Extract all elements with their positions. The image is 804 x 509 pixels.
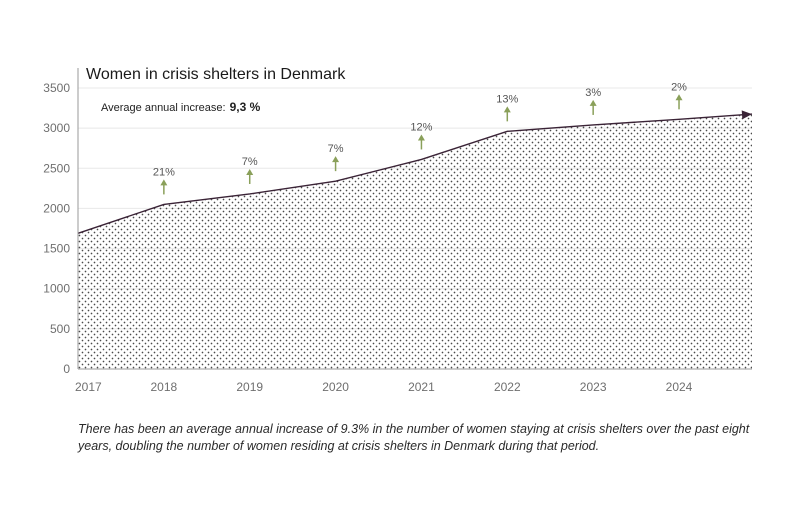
y-tick-label: 500 — [50, 322, 70, 336]
axes: 0 500 1000 1500 2000 2500 3000 3500 2017 2018 2019… — [43, 68, 752, 394]
chart-caption: There has been an average annual increas… — [78, 422, 750, 453]
series-line — [77, 113, 753, 234]
y-tick-label: 2500 — [43, 161, 70, 175]
growth-arrow-icon — [246, 168, 254, 175]
growth-label: 7% — [242, 156, 258, 168]
average-increase-value: 9,3 % — [230, 100, 261, 114]
x-tick-label: 2020 — [322, 380, 349, 394]
area-layer — [77, 110, 753, 369]
area-fill — [78, 114, 752, 369]
average-increase-annotation: Average annual increase: 9,3 % — [101, 100, 261, 114]
growth-label: 21% — [153, 166, 175, 178]
y-tick-label: 3000 — [43, 121, 70, 135]
x-tick-label: 2017 — [75, 380, 102, 394]
x-tick-label: 2022 — [494, 380, 521, 394]
y-tick-label: 3500 — [43, 81, 70, 95]
growth-arrow-icon — [417, 134, 425, 141]
y-tick-label: 1000 — [43, 282, 70, 296]
growth-arrow-icon — [332, 156, 340, 163]
y-tick-label: 2000 — [43, 201, 70, 215]
x-tick-label: 2024 — [666, 380, 693, 394]
growth-labels: 21% 7% 7% 12% 13% 3% 2% — [153, 81, 687, 195]
x-tick-label: 2018 — [151, 380, 178, 394]
growth-label: 12% — [410, 121, 432, 133]
growth-label: 13% — [496, 93, 518, 105]
x-tick-label: 2023 — [580, 380, 607, 394]
chart-title: Women in crisis shelters in Denmark — [86, 66, 346, 83]
growth-label: 3% — [585, 87, 601, 99]
series-end-arrow — [741, 110, 752, 120]
growth-arrow-icon — [589, 99, 597, 106]
average-increase-label: Average annual increase: — [101, 102, 226, 114]
y-tick-label: 0 — [63, 362, 70, 376]
growth-arrow-icon — [675, 94, 683, 101]
growth-arrow-icon — [503, 106, 511, 113]
y-tick-label: 1500 — [43, 242, 70, 256]
x-tick-label: 2021 — [408, 380, 435, 394]
growth-arrow-icon — [160, 179, 168, 186]
growth-label: 7% — [328, 143, 344, 155]
x-tick-label: 2019 — [236, 380, 263, 394]
growth-label: 2% — [671, 81, 687, 93]
